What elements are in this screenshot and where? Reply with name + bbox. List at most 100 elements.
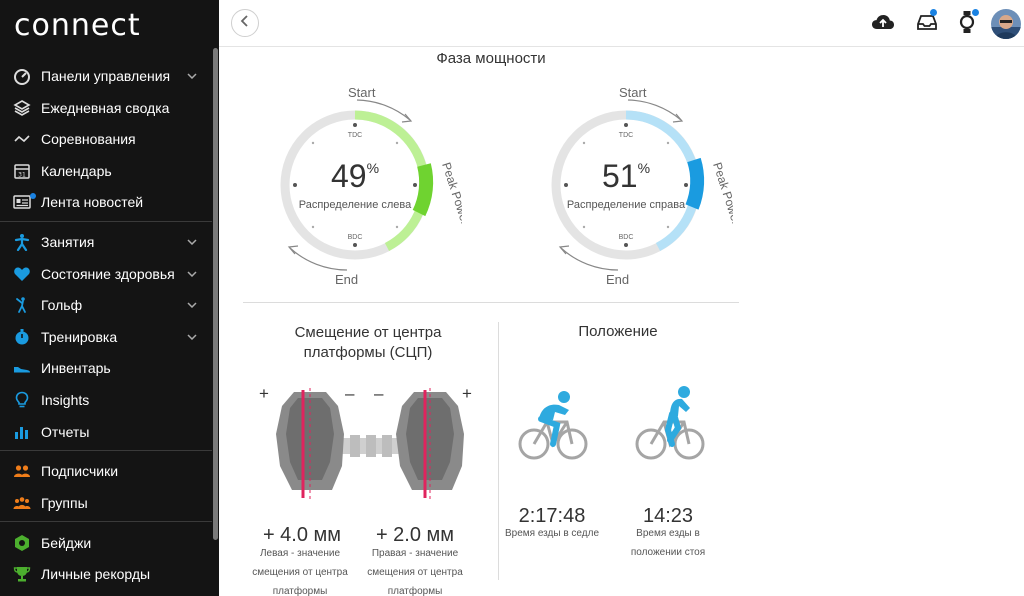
sidebar-item-label: Бейджи xyxy=(41,535,92,551)
end-label: End xyxy=(606,272,629,287)
newsfeed-icon xyxy=(13,193,31,211)
dashboard-icon xyxy=(13,67,31,85)
stopwatch-icon xyxy=(13,328,31,346)
left-distribution-label: Распределение слева xyxy=(298,199,412,211)
sidebar-item-daily-summary[interactable]: Ежедневная сводка xyxy=(0,93,212,123)
upload-icon xyxy=(871,12,895,37)
bdc-label: BDC xyxy=(348,234,363,241)
sidebar-item-health[interactable]: Состояние здоровья xyxy=(0,259,212,289)
sidebar-item-reports[interactable]: Отчеты xyxy=(0,417,212,447)
sidebar-item-label: Insights xyxy=(41,392,90,408)
lightbulb-icon xyxy=(13,391,31,409)
sidebar-item-newsfeed[interactable]: Лента новостей xyxy=(0,187,212,217)
notification-dot xyxy=(30,193,36,199)
sidebar-item-calendar[interactable]: 31 Календарь xyxy=(0,156,212,186)
pco-title: Смещение от центра платформы (СЦП) xyxy=(294,324,442,361)
plus-sign: + xyxy=(259,384,269,403)
standing-cyclist-icon xyxy=(635,386,705,460)
plus-sign: + xyxy=(462,384,472,403)
sidebar-item-label: Тренировка xyxy=(41,329,118,345)
badge-icon xyxy=(13,534,31,552)
sidebar-divider xyxy=(0,450,212,451)
bar-chart-icon xyxy=(13,423,31,441)
upload-button[interactable] xyxy=(871,12,895,36)
sidebar-item-training[interactable]: Тренировка xyxy=(0,322,212,352)
standing-time-description: Время езды в положении стоя xyxy=(630,528,706,558)
power-phase-title: Фаза мощности xyxy=(436,50,546,67)
sidebar-item-label: Занятия xyxy=(41,234,95,250)
peak-power-label: Peak Power xyxy=(439,161,462,227)
sidebar-item-label: Инвентарь xyxy=(41,360,111,376)
tdc-label: TDC xyxy=(619,132,633,139)
sidebar-item-badges[interactable]: Бейджи xyxy=(0,528,212,558)
sidebar-item-personal-records[interactable]: Личные рекорды xyxy=(0,559,212,589)
sidebar-item-label: Группы xyxy=(41,495,88,511)
watch-icon xyxy=(959,10,975,38)
sidebar-item-golf[interactable]: Гольф xyxy=(0,290,212,320)
sidebar: connect Панели управления Ежедневная сво… xyxy=(0,0,219,596)
chevron-down-icon[interactable] xyxy=(187,269,197,279)
sidebar-item-challenges[interactable]: Соревнования xyxy=(0,124,212,154)
sidebar-item-insights[interactable]: Insights xyxy=(0,385,212,415)
left-power-phase-gauge: TDC BDC Start End Peak Power xyxy=(280,85,462,287)
minus-sign: – xyxy=(374,384,384,403)
pedals-illustration xyxy=(276,388,464,500)
sidebar-item-dashboards[interactable]: Панели управления xyxy=(0,61,212,91)
sidebar-item-activities[interactable]: Занятия xyxy=(0,227,212,257)
chevron-down-icon[interactable] xyxy=(187,332,197,342)
sidebar-item-label: Состояние здоровья xyxy=(41,266,175,282)
start-label: Start xyxy=(619,85,647,100)
chevron-down-icon[interactable] xyxy=(187,71,197,81)
sidebar-item-label: Соревнования xyxy=(41,131,136,147)
left-distribution-value: 49% xyxy=(330,158,380,194)
seated-time-description: Время езды в седле xyxy=(504,528,600,539)
chevron-down-icon[interactable] xyxy=(187,300,197,310)
top-bar xyxy=(219,0,1024,47)
minus-sign: – xyxy=(345,384,355,403)
end-label: End xyxy=(335,272,358,287)
inbox-button[interactable] xyxy=(915,9,939,36)
sidebar-scrollbar[interactable] xyxy=(213,48,218,540)
trend-icon xyxy=(13,130,31,148)
standing-time-value: 14:23 xyxy=(642,505,694,527)
seated-time-value: 2:17:48 xyxy=(518,505,586,527)
right-distribution-value: 51% xyxy=(601,158,651,194)
sidebar-item-groups[interactable]: Группы xyxy=(0,488,212,518)
sidebar-item-label: Ежедневная сводка xyxy=(41,100,170,116)
tdc-label: TDC xyxy=(348,132,362,139)
devices-button[interactable] xyxy=(955,9,979,38)
followers-icon xyxy=(13,462,31,480)
calendar-icon: 31 xyxy=(13,162,31,180)
right-pco-description: Правая - значение смещения от центра пла… xyxy=(367,548,463,596)
sidebar-item-followers[interactable]: Подписчики xyxy=(0,456,212,486)
sidebar-item-label: Гольф xyxy=(41,297,83,313)
peak-power-label: Peak Power xyxy=(710,161,733,227)
seated-cyclist-icon xyxy=(518,391,588,460)
sidebar-item-label: Лента новостей xyxy=(41,194,144,210)
sidebar-divider xyxy=(0,521,212,522)
heart-icon xyxy=(13,265,31,283)
sidebar-item-label: Календарь xyxy=(41,163,112,179)
notification-dot xyxy=(972,9,979,16)
left-pco-value: + 4.0 мм xyxy=(262,524,342,546)
avatar[interactable] xyxy=(991,9,1021,39)
trophy-icon xyxy=(13,565,31,583)
calendar-day: 31 xyxy=(18,172,26,179)
sidebar-item-label: Панели управления xyxy=(41,68,171,84)
chevron-down-icon[interactable] xyxy=(187,237,197,247)
back-button[interactable] xyxy=(231,9,259,37)
activity-icon xyxy=(13,233,31,251)
position-title: Положение xyxy=(578,323,658,340)
sidebar-item-label: Личные рекорды xyxy=(41,566,151,582)
back-icon xyxy=(240,14,250,32)
right-power-phase-gauge: TDC BDC Start End Peak Power xyxy=(551,85,733,287)
sidebar-item-gear[interactable]: Инвентарь xyxy=(0,353,212,383)
notification-dot xyxy=(930,9,937,16)
start-label: Start xyxy=(348,85,376,100)
connect-logo[interactable]: connect xyxy=(14,8,141,43)
layers-icon xyxy=(13,99,31,117)
sidebar-divider xyxy=(0,221,212,222)
section-divider xyxy=(498,322,499,580)
left-pco-description: Левая - значение смещения от центра плат… xyxy=(252,548,348,596)
sidebar-item-label: Подписчики xyxy=(41,463,119,479)
